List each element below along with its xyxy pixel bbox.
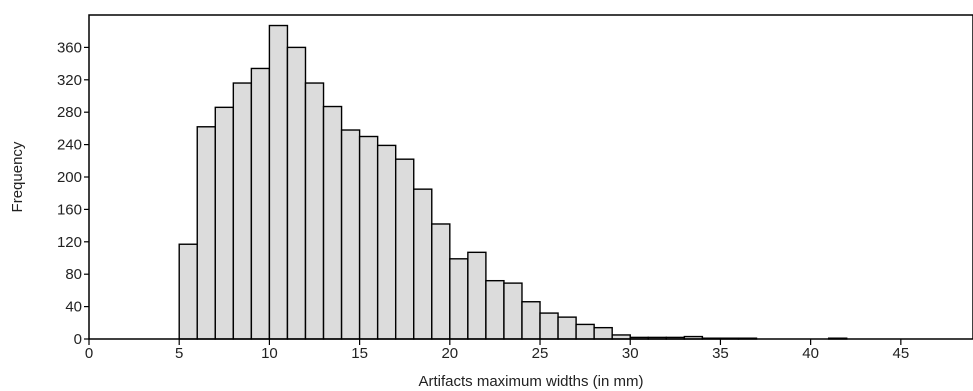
histogram-bar: [196, 126, 216, 340]
x-tick-label: 25: [532, 345, 549, 362]
histogram-bar: [178, 243, 198, 340]
y-axis-ticks: 0 40 80 120 160 200 240 280 320 360: [57, 39, 89, 348]
x-tick-label: 0: [85, 345, 93, 362]
x-tick-label: 10: [261, 345, 278, 362]
x-tick-label: 35: [712, 345, 729, 362]
histogram-bar: [485, 279, 505, 340]
y-tick-label: 40: [65, 299, 82, 316]
y-tick-label: 280: [57, 104, 82, 121]
y-tick-label: 160: [57, 201, 82, 218]
y-tick-label: 0: [74, 331, 82, 348]
x-tick-label: 45: [892, 345, 909, 362]
histogram-bar: [214, 106, 235, 340]
histogram-bars: [178, 24, 848, 340]
histogram-bar: [304, 82, 325, 340]
x-tick-label: 5: [175, 345, 183, 362]
histogram-bar: [503, 282, 523, 340]
histogram-bar: [539, 312, 559, 340]
histogram-bar: [521, 301, 541, 340]
histogram-bar: [431, 223, 451, 340]
histogram-bar: [232, 82, 253, 340]
histogram-bar: [322, 105, 343, 340]
y-axis-title: Frequency: [9, 141, 26, 212]
histogram-bar: [557, 316, 577, 340]
histogram-bar: [575, 323, 595, 340]
histogram-bar: [286, 46, 307, 340]
histogram-bar: [376, 144, 397, 340]
y-tick-label: 200: [57, 169, 82, 186]
x-tick-label: 20: [441, 345, 458, 362]
y-tick-label: 320: [57, 72, 82, 89]
histogram-bar: [394, 158, 415, 340]
x-axis-ticks: 0 5 10 15 20 25 30 35 40 45: [85, 339, 909, 362]
histogram-bar: [413, 188, 433, 340]
histogram-bar: [358, 135, 379, 340]
y-tick-label: 240: [57, 137, 82, 154]
x-tick-label: 30: [622, 345, 639, 362]
y-tick-label: 120: [57, 234, 82, 251]
y-tick-label: 80: [65, 266, 82, 283]
histogram-bar: [449, 258, 469, 340]
y-tick-label: 360: [57, 39, 82, 56]
histogram-bar: [268, 24, 289, 340]
histogram-bar: [250, 67, 271, 340]
x-tick-label: 15: [351, 345, 368, 362]
histogram-bar: [593, 326, 613, 340]
histogram-bar: [467, 251, 487, 340]
x-axis-title: Artifacts maximum widths (in mm): [418, 373, 643, 390]
histogram-bar: [340, 129, 361, 340]
x-tick-label: 40: [802, 345, 819, 362]
